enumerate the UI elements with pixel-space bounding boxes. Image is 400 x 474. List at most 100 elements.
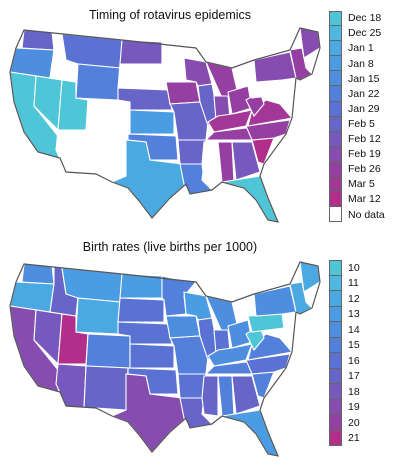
legend-label: Dec 25 — [348, 27, 382, 40]
region-iowa — [165, 81, 201, 105]
legend-label: 12 — [348, 292, 360, 305]
legend-swatch — [329, 353, 342, 369]
legend-label: 17 — [348, 370, 360, 382]
legend-swatch — [329, 131, 342, 147]
region-wyoming — [75, 297, 121, 335]
legend-swatch — [329, 11, 342, 27]
region-new-york — [253, 285, 297, 317]
region-wyoming — [75, 63, 121, 101]
legend-item: 17 — [329, 368, 360, 384]
legend-item: Feb 26 — [329, 161, 385, 178]
legend-swatch — [329, 384, 342, 400]
legend-swatch — [329, 430, 342, 446]
map-title: Timing of rotavirus epidemics — [88, 8, 252, 22]
legend-label: Dec 18 — [348, 12, 382, 25]
legend-item: Jan 1 — [329, 41, 385, 57]
region-alabama — [217, 141, 235, 183]
region-pennsylvania — [247, 313, 285, 333]
legend-item: 20 — [329, 415, 360, 431]
region-florida — [221, 175, 279, 223]
legend-swatch — [329, 161, 342, 178]
legend-swatch — [329, 26, 342, 42]
region-colorado — [85, 99, 131, 135]
legend-swatch — [329, 275, 342, 291]
region-georgia — [231, 375, 261, 415]
legend-swatch — [329, 322, 342, 338]
region-arizona — [55, 363, 87, 409]
region-mississippi — [201, 141, 219, 183]
legend-label: 21 — [348, 432, 360, 444]
legend-swatch — [329, 56, 342, 72]
legend-swatch — [329, 306, 342, 322]
region-pennsylvania — [247, 79, 285, 99]
region-maine — [299, 261, 321, 293]
legend-swatch — [329, 337, 342, 353]
legend-label: No data — [348, 208, 385, 221]
legend-label: Mar 5 — [348, 178, 375, 191]
legend-item: Jan 22 — [329, 86, 385, 102]
legend-swatch — [329, 41, 342, 57]
legend-label: 14 — [348, 323, 360, 336]
legend-label: Jan 15 — [348, 72, 380, 85]
legend-label: Feb 5 — [348, 117, 375, 130]
legend-item: 15 — [329, 337, 360, 353]
legend-swatch — [329, 116, 342, 132]
legend-item: Dec 25 — [329, 26, 385, 42]
legend-item: Jan 8 — [329, 56, 385, 72]
legend-item: 10 — [329, 260, 360, 276]
legend-swatch — [329, 260, 342, 276]
legend-item: 16 — [329, 353, 360, 369]
legend-item: Jan 29 — [329, 101, 385, 117]
rotavirus-timing-panel: Timing of rotavirus epidemics Dec 18 Dec … — [9, 8, 385, 223]
region-new-mexico — [83, 365, 129, 411]
region-colorado — [85, 333, 131, 369]
legend-label: Jan 1 — [348, 42, 374, 55]
legend-item: 12 — [329, 291, 360, 307]
region-south-dakota — [117, 297, 165, 323]
legend-swatch — [329, 207, 342, 223]
legend-item: Jan 15 — [329, 71, 385, 87]
region-arizona — [55, 129, 87, 175]
region-south-dakota — [117, 63, 165, 89]
region-new-york — [253, 51, 297, 83]
legend-item: Feb 12 — [329, 131, 385, 147]
legend-label: 18 — [348, 385, 360, 398]
birth-rates-panel: Birth rates (live births per 1000) 10 11 1… — [0, 237, 400, 474]
region-new-mexico — [83, 131, 129, 177]
legend-swatch — [329, 146, 342, 162]
legend-swatch — [329, 399, 342, 415]
legend-label: Jan 22 — [348, 87, 380, 100]
country-outline — [9, 261, 321, 457]
legend-swatch — [329, 192, 342, 208]
region-florida — [221, 409, 279, 457]
legend-item: 14 — [329, 322, 360, 338]
legend-label: 13 — [348, 308, 360, 320]
legend-label: Feb 26 — [348, 163, 381, 176]
legend-label: 20 — [348, 416, 360, 429]
legend-item: No data — [329, 207, 385, 223]
region-maine — [299, 27, 321, 59]
legend-item: Feb 19 — [329, 146, 385, 162]
region-mississippi — [201, 375, 219, 417]
country-outline — [9, 27, 321, 223]
us-choropleth-map — [9, 27, 321, 223]
legend-label: Jan 29 — [348, 102, 380, 115]
region-iowa — [165, 315, 201, 339]
legend-swatch — [329, 86, 342, 102]
legend-label: Mar 12 — [348, 193, 381, 206]
legend-item: Feb 5 — [329, 116, 385, 132]
legend-label: 15 — [348, 339, 360, 351]
region-kansas — [129, 109, 175, 135]
region-north-carolina — [245, 119, 291, 141]
legend-item: Dec 18 — [329, 11, 385, 27]
legend-label: 16 — [348, 354, 360, 367]
legend-label: 19 — [348, 401, 360, 413]
legend-item: 19 — [329, 399, 360, 415]
legend-item: Mar 12 — [329, 192, 385, 208]
map-legend: Dec 18 Dec 25 Jan 1 Jan 8 Jan 15 Jan 22 Jan 29… — [329, 11, 385, 223]
region-alabama — [217, 375, 235, 417]
region-georgia — [231, 141, 261, 181]
legend-swatch — [329, 71, 342, 87]
legend-label: Jan 8 — [348, 57, 374, 70]
legend-item: 13 — [329, 306, 360, 322]
